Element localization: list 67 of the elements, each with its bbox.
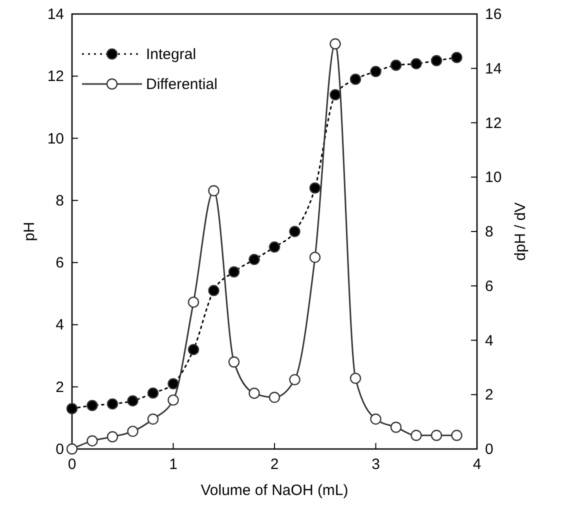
y-tick-label: 6 xyxy=(56,254,64,272)
point xyxy=(106,398,118,410)
y2-tick-label: 2 xyxy=(485,386,494,404)
point xyxy=(430,430,442,442)
point xyxy=(248,388,260,399)
y-tick-label: 12 xyxy=(47,68,64,86)
x-tick-label: 0 xyxy=(68,456,76,473)
point xyxy=(147,387,159,399)
point xyxy=(370,66,382,78)
point xyxy=(451,430,462,442)
y2-tick-label: 8 xyxy=(485,224,494,240)
point xyxy=(86,400,98,412)
y-tick-label: 4 xyxy=(56,316,64,334)
y-tick-label: 14 xyxy=(47,6,64,23)
y-tick-label: 10 xyxy=(47,130,64,148)
point xyxy=(390,60,402,71)
point xyxy=(268,392,280,403)
y-axis-title: pH xyxy=(21,222,38,242)
point xyxy=(330,38,341,50)
point xyxy=(228,356,240,368)
y2-tick-label: 0 xyxy=(485,441,494,458)
point xyxy=(127,426,138,437)
point xyxy=(309,182,321,194)
y2-tick-label: 12 xyxy=(485,114,502,132)
point xyxy=(147,413,159,425)
y-tick-label: 0 xyxy=(56,441,64,458)
y2-tick-label: 10 xyxy=(485,169,502,186)
legend-label: Integral xyxy=(146,46,196,63)
x-tick-label: 4 xyxy=(472,456,482,473)
y2-tick-label: 14 xyxy=(485,60,502,78)
point xyxy=(410,58,422,70)
point xyxy=(309,252,321,263)
point xyxy=(390,422,402,433)
y2-axis-title: dpH / dV xyxy=(512,202,529,261)
point xyxy=(106,431,118,442)
point xyxy=(66,443,78,455)
point xyxy=(289,374,300,386)
point xyxy=(370,413,382,425)
y-tick-label: 8 xyxy=(56,192,64,210)
x-tick-label: 2 xyxy=(270,456,279,473)
point xyxy=(289,226,300,238)
y-tick-label: 2 xyxy=(56,378,64,396)
legend-label: Differential xyxy=(146,76,218,93)
point xyxy=(86,435,98,446)
point xyxy=(66,403,78,414)
x-axis-title: Volume of NaOH (mL) xyxy=(200,482,348,499)
point xyxy=(268,241,280,253)
point xyxy=(168,378,179,390)
point xyxy=(350,74,362,85)
x-tick-label: 1 xyxy=(169,456,178,473)
point xyxy=(451,52,462,64)
x-tick-label: 3 xyxy=(372,456,380,473)
point xyxy=(168,394,179,406)
point xyxy=(188,296,200,308)
point xyxy=(208,185,220,196)
point xyxy=(430,55,442,66)
point xyxy=(410,430,422,442)
y2-tick-label: 6 xyxy=(485,278,494,295)
point xyxy=(127,395,138,406)
point xyxy=(350,372,362,384)
point xyxy=(330,89,341,100)
point xyxy=(228,266,240,278)
point xyxy=(248,254,260,266)
point xyxy=(208,284,220,296)
y2-tick-label: 16 xyxy=(485,6,502,23)
point xyxy=(188,344,200,356)
y2-tick-label: 4 xyxy=(485,332,494,350)
